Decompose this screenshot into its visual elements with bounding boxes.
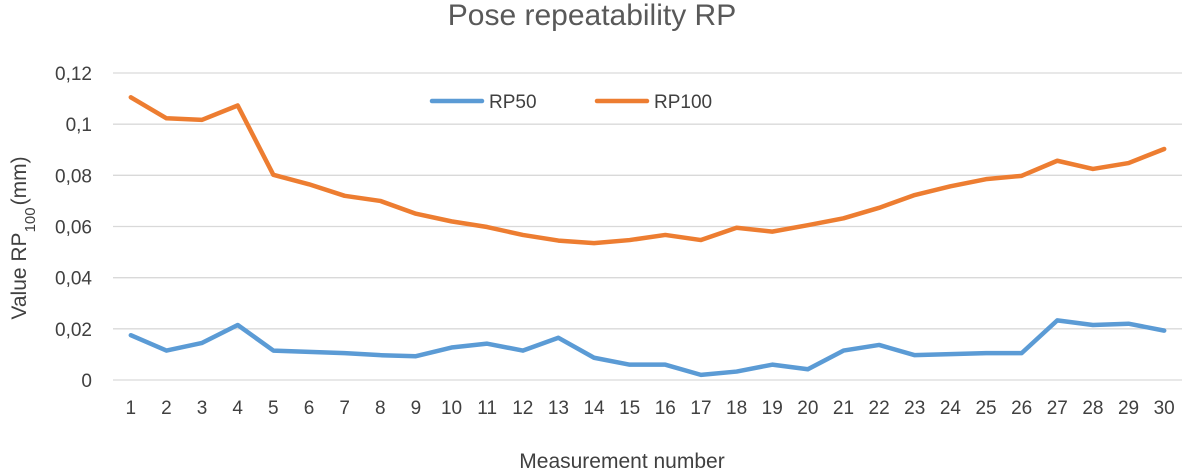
x-tick-label: 23 — [904, 398, 925, 419]
x-tick-label: 25 — [975, 398, 996, 419]
x-tick-label: 24 — [940, 398, 962, 419]
x-tick-label: 18 — [726, 398, 747, 419]
x-tick-label: 4 — [232, 398, 243, 419]
x-axis-label: Measurement number — [519, 450, 724, 473]
series-lines — [128, 95, 1167, 378]
series-line-rp50 — [128, 318, 1167, 378]
x-tick-labels: 1 2 3 4 5 6 7 8 9 10 11 12 13 14 15 16 17 18 19 20 21 22 23 24 2… — [126, 398, 1175, 419]
x-tick-label: 26 — [1011, 398, 1032, 419]
x-tick-label: 2 — [161, 398, 172, 419]
y-tick-label: 0 — [81, 371, 92, 392]
x-tick-label: 15 — [619, 398, 640, 419]
x-tick-label: 27 — [1047, 398, 1068, 419]
chart-title: Pose repeatability RP — [448, 0, 737, 32]
x-tick-label: 1 — [126, 398, 137, 419]
x-tick-label: 9 — [411, 398, 422, 419]
y-tick-label: 0,12 — [55, 64, 92, 85]
x-tick-label: 11 — [477, 398, 497, 419]
x-tick-label: 22 — [869, 398, 890, 419]
x-tick-label: 28 — [1082, 398, 1103, 419]
y-tick-label: 0,02 — [55, 320, 92, 341]
x-tick-label: 7 — [339, 398, 350, 419]
x-tick-label: 29 — [1118, 398, 1139, 419]
x-tick-label: 13 — [548, 398, 569, 419]
x-tick-label: 20 — [797, 398, 818, 419]
y-axis-label-subscript: 100 — [22, 207, 39, 232]
y-tick-labels: 0 0,02 0,04 0,06 0,08 0,1 0,12 — [55, 64, 92, 392]
legend-label-rp50: RP50 — [489, 92, 537, 113]
y-tick-label: 0,08 — [55, 166, 92, 187]
legend: RP50 RP100 — [429, 92, 712, 113]
x-tick-label: 17 — [690, 398, 711, 419]
x-tick-label: 12 — [512, 398, 533, 419]
legend-label-rp100: RP100 — [654, 92, 712, 113]
x-tick-label: 21 — [833, 398, 854, 419]
y-axis-label-suffix: (mm) — [8, 156, 31, 205]
x-tick-label: 5 — [268, 398, 279, 419]
x-tick-label: 10 — [441, 398, 462, 419]
y-axis-label: Value RP100 (mm) — [8, 156, 39, 319]
x-tick-label: 19 — [762, 398, 783, 419]
x-tick-label: 30 — [1154, 398, 1175, 419]
y-tick-label: 0,1 — [66, 115, 92, 136]
x-tick-label: 3 — [197, 398, 208, 419]
x-tick-label: 8 — [375, 398, 386, 419]
y-axis-label-prefix: Value RP — [8, 232, 31, 319]
grid-lines — [113, 72, 1182, 381]
y-tick-label: 0,04 — [55, 269, 92, 290]
x-tick-label: 6 — [304, 398, 315, 419]
x-tick-label: 16 — [655, 398, 676, 419]
y-tick-label: 0,06 — [55, 218, 92, 239]
series-line-rp100 — [128, 95, 1167, 246]
x-tick-label: 14 — [583, 398, 605, 419]
